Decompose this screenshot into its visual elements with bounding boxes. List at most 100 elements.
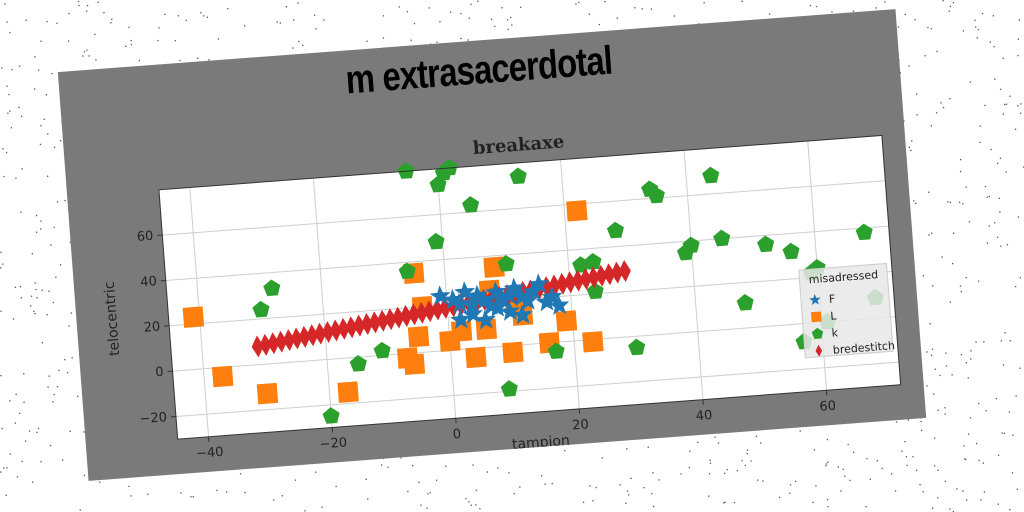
noise-dot <box>999 211 1001 213</box>
x-tick-label: 20 <box>572 417 590 433</box>
noise-dot <box>628 494 630 496</box>
noise-dot <box>982 462 984 464</box>
noise-dot <box>147 493 149 495</box>
legend-label: bredestitch <box>832 339 895 357</box>
noise-dot <box>930 354 933 356</box>
diamond-marker <box>337 317 350 340</box>
noise-dot <box>983 341 985 343</box>
noise-dot <box>744 464 746 467</box>
noise-dot <box>48 290 50 292</box>
noise-dot <box>789 484 792 486</box>
noise-dot <box>998 197 1000 199</box>
square-marker <box>256 382 279 405</box>
noise-dot <box>68 12 70 15</box>
noise-dot <box>14 286 17 288</box>
y-tick-label: 40 <box>140 274 158 290</box>
noise-dot <box>932 285 934 287</box>
noise-dot <box>8 93 10 96</box>
noise-dot <box>937 409 939 411</box>
noise-dot <box>34 56 36 58</box>
noise-dot <box>641 8 643 10</box>
noise-dot <box>831 11 833 13</box>
noise-dot <box>588 13 590 15</box>
noise-dot <box>506 19 509 21</box>
y-axis-label: telocentric <box>102 281 124 357</box>
y-grid-line <box>165 225 889 281</box>
noise-dot <box>604 1 606 3</box>
noise-dot <box>0 267 2 269</box>
diamond-marker <box>306 324 319 347</box>
noise-dot <box>979 141 981 144</box>
noise-dot <box>32 481 34 483</box>
noise-dot <box>953 232 955 234</box>
noise-dot <box>39 143 42 146</box>
noise-dot <box>21 460 23 463</box>
square-marker <box>810 311 822 323</box>
pentagon-marker <box>628 338 646 356</box>
noise-dot <box>985 410 987 412</box>
noise-dot <box>1000 245 1002 247</box>
noise-dot <box>138 59 140 62</box>
star-marker <box>486 297 508 318</box>
noise-dot <box>128 485 130 487</box>
pentagon-marker <box>509 167 527 185</box>
diamond-marker <box>290 327 303 350</box>
noise-dot <box>69 430 71 432</box>
noise-dot <box>1 67 3 69</box>
noise-dot <box>930 125 932 127</box>
noise-dot <box>952 2 954 4</box>
noise-dot <box>842 468 844 470</box>
diamond-marker <box>321 321 335 344</box>
noise-dot <box>1003 432 1006 434</box>
y-grid-line <box>175 361 899 417</box>
noise-dot <box>905 456 908 458</box>
noise-dot <box>53 393 55 396</box>
noise-dot <box>922 491 924 493</box>
noise-dot <box>292 47 294 49</box>
noise-dot <box>30 305 32 307</box>
noise-dot <box>470 3 472 5</box>
noise-dot <box>58 369 60 372</box>
noise-dot <box>975 26 977 28</box>
noise-dot <box>180 492 182 494</box>
legend-label: L <box>830 309 838 322</box>
noise-dot <box>945 352 947 354</box>
x-tick-label: −40 <box>196 445 224 462</box>
noise-dot <box>626 490 629 492</box>
diamond-marker <box>329 319 342 342</box>
noise-dot <box>736 470 738 472</box>
noise-dot <box>778 496 781 499</box>
pentagon-marker <box>757 235 775 253</box>
noise-dot <box>382 37 385 39</box>
noise-dot <box>1009 509 1011 511</box>
noise-dot <box>501 7 503 9</box>
noise-dot <box>64 359 66 361</box>
noise-dot <box>988 195 990 197</box>
noise-dot <box>56 386 59 388</box>
noise-dot <box>933 437 936 439</box>
noise-dot <box>244 491 246 494</box>
noise-dot <box>15 177 17 179</box>
noise-dot <box>9 453 11 455</box>
noise-dot <box>924 55 926 57</box>
noise-dot <box>382 15 385 17</box>
noise-dot <box>949 5 951 8</box>
diamond-marker <box>595 264 608 287</box>
noise-dot <box>40 220 42 222</box>
noise-dot <box>67 372 69 374</box>
noise-dot <box>315 28 317 30</box>
diamond-marker <box>392 306 405 329</box>
diamond-marker <box>361 313 374 335</box>
x-tick-label: −20 <box>319 435 347 452</box>
noise-dot <box>626 448 628 450</box>
noise-dot <box>847 443 849 446</box>
noise-dot <box>757 479 759 481</box>
pentagon-marker <box>427 232 445 250</box>
noise-dot <box>592 500 594 502</box>
noise-dot <box>949 508 951 510</box>
noise-dot <box>43 118 45 120</box>
noise-dot <box>128 26 130 28</box>
chart-title: breakaxe <box>472 131 565 159</box>
pentagon-marker <box>373 341 391 359</box>
noise-dot <box>47 175 49 177</box>
